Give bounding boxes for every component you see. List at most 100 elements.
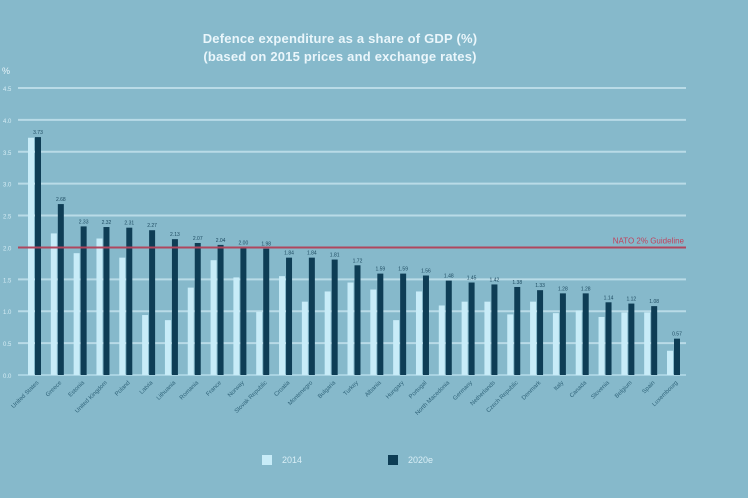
- chart-title-line1: Defence expenditure as a share of GDP (%…: [202, 31, 478, 46]
- data-label-2020e: 1.42: [490, 277, 500, 283]
- x-tick-label: Poland: [114, 380, 131, 397]
- data-label-2020e: 1.84: [307, 251, 317, 257]
- bar-2014: [530, 301, 537, 375]
- y-tick-label: 1.0: [3, 310, 12, 316]
- y-tick-label: 1.5: [3, 278, 12, 284]
- data-label-2020e: 0.57: [672, 332, 682, 338]
- bar-2020e: [445, 280, 452, 375]
- data-label-2020e: 2.33: [79, 219, 89, 225]
- bar-2014: [50, 233, 57, 375]
- legend-swatch-2020e: [388, 455, 398, 465]
- x-tick-label: Denmark: [521, 379, 543, 401]
- chart-title: Defence expenditure as a share of GDP (%…: [0, 30, 680, 66]
- bar-2020e: [149, 230, 156, 375]
- bar-2020e: [194, 242, 201, 375]
- bar-2014: [324, 291, 331, 375]
- bar-2014: [552, 313, 559, 375]
- bar-2014: [461, 301, 468, 375]
- bar-2020e: [400, 273, 407, 375]
- x-tick-label: Spain: [641, 380, 656, 395]
- data-label-2020e: 1.08: [649, 299, 659, 305]
- data-label-2020e: 2.07: [193, 236, 203, 242]
- bar-2020e: [171, 239, 178, 375]
- bar-2014: [187, 287, 194, 375]
- bar-2020e: [354, 265, 361, 375]
- bar-2014: [621, 312, 628, 375]
- bar-2020e: [263, 248, 270, 375]
- bar-2020e: [103, 227, 110, 375]
- x-tick-label: Italy: [553, 380, 565, 392]
- x-tick-label: Romania: [179, 380, 201, 402]
- data-label-2020e: 2.27: [147, 223, 157, 229]
- bar-2020e: [240, 247, 247, 375]
- bar-2014: [28, 137, 34, 375]
- x-tick-label: Albania: [364, 380, 383, 399]
- y-tick-label: 4.0: [3, 119, 12, 125]
- y-tick-labels: 0.0 0.5 1.0 1.5 2.0 2.5 3.0 3.5 4.0 4.5: [3, 87, 12, 380]
- bar-2020e: [628, 303, 635, 375]
- data-label-2020e: 1.45: [467, 276, 477, 282]
- nato-guideline: NATO 2% Guideline: [18, 236, 686, 249]
- bar-2014: [119, 257, 126, 375]
- x-tick-label: Lithuania: [156, 380, 178, 402]
- data-label-2020e: 1.59: [375, 267, 385, 273]
- bar-2014: [73, 253, 80, 375]
- x-tick-label: Greece: [45, 380, 64, 399]
- legend-item-2014: 2014: [262, 455, 302, 465]
- bar-2020e: [57, 204, 64, 375]
- bar-2020e: [468, 282, 475, 375]
- legend-label-2014: 2014: [282, 455, 303, 465]
- chart-title-line2: (based on 2015 prices and exchange rates…: [203, 49, 477, 64]
- x-tick-label: Portugal: [408, 380, 428, 400]
- nato-guideline-label: NATO 2% Guideline: [613, 236, 685, 245]
- bar-2014: [667, 350, 673, 375]
- data-label-2020e: 3.73: [33, 130, 43, 136]
- y-tick-label: 2.5: [3, 215, 12, 221]
- legend-swatch-2014: [262, 455, 272, 465]
- y-tick-label: 2.0: [3, 246, 12, 252]
- x-tick-label: Montenegro: [287, 380, 314, 407]
- legend-label-2020e: 2020e: [408, 455, 434, 465]
- x-tick-label: Latvia: [139, 380, 155, 396]
- bar-2014: [279, 276, 286, 375]
- data-label-2020e: 1.59: [398, 267, 408, 273]
- legend-item-2020e: 2020e: [388, 455, 433, 465]
- y-tick-label: 3.5: [3, 151, 12, 157]
- data-label-2020e: 2.04: [216, 238, 226, 244]
- data-label-2020e: 1.28: [581, 286, 591, 292]
- data-label-2020e: 1.72: [353, 258, 363, 264]
- bar-2020e: [491, 284, 498, 375]
- bar-2014: [415, 291, 422, 375]
- data-label-2020e: 2.13: [170, 232, 180, 238]
- data-label-2020e: 1.12: [626, 297, 636, 303]
- bar-2020e: [514, 286, 521, 375]
- x-tick-label: Bulgaria: [317, 380, 337, 400]
- bar-2020e: [605, 302, 612, 375]
- bar-2020e: [651, 306, 658, 375]
- bar-2014: [575, 310, 582, 375]
- data-label-2020e: 1.28: [558, 286, 568, 292]
- bar-2020e: [674, 338, 680, 375]
- bar-2020e: [559, 293, 566, 375]
- bar-2014: [164, 320, 171, 375]
- bar-2020e: [80, 226, 87, 375]
- bar-2014: [438, 305, 445, 375]
- x-tick-label: Belgium: [614, 380, 634, 400]
- bar-2014: [233, 277, 240, 375]
- x-tick-label: Hungary: [385, 380, 405, 400]
- data-label-2020e: 1.33: [535, 283, 545, 289]
- x-tick-label: Estonia: [68, 380, 87, 399]
- bar-2014: [393, 320, 400, 375]
- data-label-2020e: 2.32: [102, 220, 112, 226]
- data-label-2020e: 1.56: [421, 269, 431, 275]
- bar-2020e: [217, 244, 224, 375]
- bar-2020e: [377, 273, 384, 375]
- legend: 2014 2020e: [0, 455, 748, 469]
- bar-2014: [644, 312, 651, 375]
- y-tick-label: 3.0: [3, 183, 12, 189]
- data-label-2020e: 1.81: [330, 253, 340, 259]
- x-tick-label: Canada: [569, 380, 589, 400]
- data-label-2020e: 2.31: [124, 221, 134, 227]
